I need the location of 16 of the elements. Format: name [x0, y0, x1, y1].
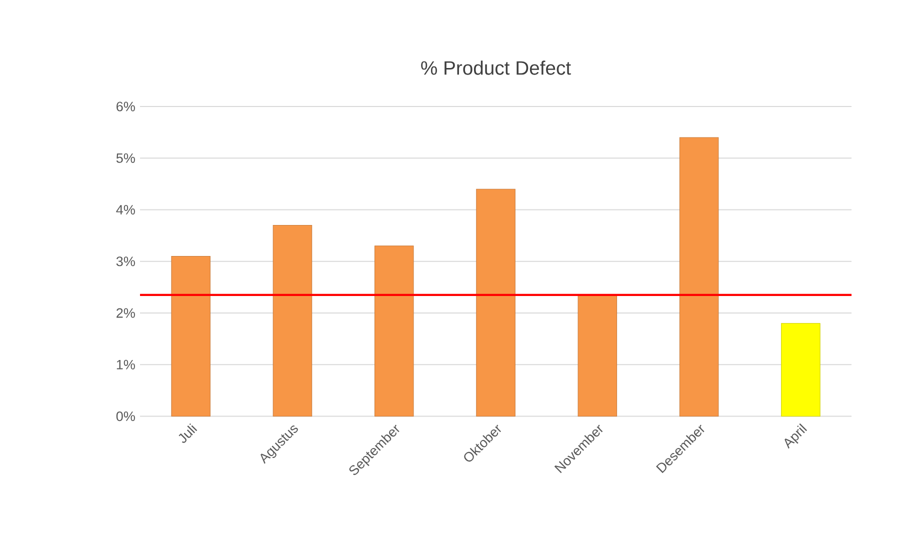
bar: [578, 294, 618, 417]
bar: [781, 323, 820, 417]
chart-title: % Product Defect: [421, 60, 571, 75]
y-tick-label: 1%: [116, 360, 135, 370]
y-tick-label: 6%: [116, 102, 135, 112]
y-tick-label: 0%: [116, 411, 135, 422]
y-tick-label: 4%: [116, 205, 135, 214]
bar: [476, 188, 516, 417]
x-tick-label: Juli: [178, 423, 198, 443]
bar: [171, 256, 210, 417]
bar: [679, 137, 719, 417]
y-tick-label: 5%: [116, 153, 135, 163]
y-tick-label: 2%: [116, 308, 135, 318]
y-tick-label: 3%: [116, 256, 135, 266]
bar: [272, 224, 312, 417]
bar: [374, 246, 414, 417]
